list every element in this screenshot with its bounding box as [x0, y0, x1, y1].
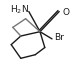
Text: O: O: [62, 8, 69, 17]
Text: Br: Br: [54, 33, 64, 42]
Text: H$_2$N: H$_2$N: [10, 4, 29, 16]
